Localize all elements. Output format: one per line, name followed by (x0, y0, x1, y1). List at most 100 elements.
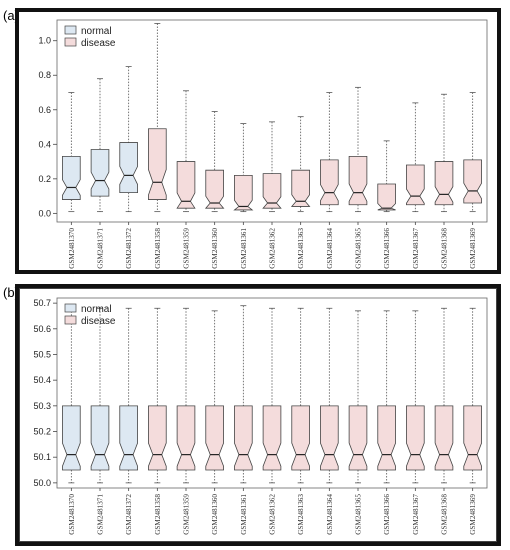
box-body (148, 128, 167, 200)
y-tick-label: 50.7 (33, 298, 51, 308)
box-body (205, 405, 224, 471)
boxplot-chart-b: 50.0 50.1 50.2 50.3 50.4 50.5 50.6 50.7 GSM24813… (33, 297, 488, 535)
box-GSM2481359 (176, 90, 196, 213)
box-GSM2481367 (406, 102, 425, 213)
box-GSM2481363 (291, 307, 310, 484)
y-tick-label: 50.6 (33, 324, 51, 334)
y-tick-label: 0.2 (38, 174, 51, 184)
legend-swatch-normal (64, 25, 77, 35)
box-GSM2481368 (434, 307, 454, 484)
box-body (204, 169, 225, 209)
panel-a-frame: 0.0 0.2 0.4 0.6 0.8 1.0 GSM2481370 GSM2481371 GS… (15, 8, 501, 274)
y-tick-label: 50.4 (33, 375, 51, 385)
y-tick-label: 50.5 (33, 349, 51, 359)
box-GSM2481368 (434, 93, 454, 213)
x-tick-label: GSM2481363 (297, 228, 305, 269)
box-GSM2481362 (262, 121, 282, 213)
box-GSM2481366 (377, 140, 396, 213)
box-body (90, 149, 110, 197)
x-tick-label: GSM2481365 (355, 494, 363, 535)
x-tick-label: GSM2481360 (211, 494, 219, 535)
box-GSM2481362 (262, 307, 282, 484)
box-body (290, 169, 311, 207)
x-tick-label: GSM2481365 (355, 228, 363, 269)
box-body (463, 405, 482, 471)
x-tick-label: GSM2481366 (383, 494, 391, 535)
box-body (320, 159, 339, 206)
y-tick-label: 50.1 (33, 452, 51, 462)
box-GSM2481363 (290, 116, 311, 213)
box-GSM2481361 (234, 305, 253, 484)
box-GSM2481364 (320, 92, 339, 213)
box-body (90, 405, 110, 471)
box-GSM2481370 (62, 307, 81, 484)
box-GSM2481360 (204, 111, 225, 213)
box-GSM2481359 (176, 307, 196, 484)
box-body (406, 405, 425, 471)
box-body (119, 405, 138, 471)
box-body (262, 405, 282, 471)
x-tick-label: GSM2481366 (383, 228, 391, 269)
y-tick-label: 1.0 (38, 36, 51, 46)
x-tick-label: GSM2481367 (412, 228, 420, 269)
box-GSM2481367 (406, 310, 425, 484)
box-body (233, 174, 254, 211)
box-GSM2481369 (463, 92, 482, 213)
boxplot-chart-a: 0.0 0.2 0.4 0.6 0.8 1.0 GSM2481370 GSM2481371 GS… (38, 19, 488, 269)
box-GSM2481365 (348, 86, 368, 213)
legend-label-normal: normal (81, 304, 112, 315)
x-tick-label: GSM2481361 (240, 494, 248, 535)
box-GSM2481371 (90, 78, 110, 213)
box-GSM2481364 (320, 307, 339, 484)
box-GSM2481372 (119, 307, 138, 484)
box-body (176, 161, 196, 209)
y-tick-label: 50.3 (33, 401, 51, 411)
x-tick-label: GSM2481359 (183, 494, 191, 535)
x-tick-label: GSM2481371 (97, 228, 105, 269)
box-body (62, 155, 81, 200)
box-body (348, 155, 368, 206)
box-body (406, 164, 425, 206)
box-body (434, 405, 454, 471)
x-tick-label: GSM2481362 (269, 494, 277, 535)
box-GSM2481365 (348, 310, 368, 484)
box-body (176, 405, 196, 471)
box-body (434, 161, 454, 206)
x-tick-label: GSM2481370 (68, 228, 76, 269)
x-tick-label: GSM2481358 (154, 494, 162, 535)
x-tick-label: GSM2481369 (469, 228, 477, 269)
panel-b-label: (b) (3, 285, 19, 300)
box-body (62, 405, 81, 471)
box-GSM2481370 (62, 92, 81, 213)
box-GSM2481360 (205, 310, 224, 484)
x-tick-label: GSM2481363 (297, 494, 305, 535)
panel-a-label: (a) (3, 8, 19, 23)
box-body (320, 405, 339, 471)
box-body (348, 405, 368, 471)
box-body (377, 405, 396, 471)
box-GSM2481371 (90, 307, 110, 484)
x-tick-label: GSM2481367 (412, 494, 420, 535)
y-tick-label: 50.0 (33, 478, 51, 488)
x-tick-label: GSM2481358 (154, 228, 162, 269)
legend-label-disease: disease (81, 316, 116, 327)
panel-b-frame: 50.0 50.1 50.2 50.3 50.4 50.5 50.6 50.7 GSM24813… (15, 284, 501, 546)
box-body (234, 405, 253, 471)
x-tick-label: GSM2481370 (68, 494, 76, 535)
y-tick-label: 0.4 (38, 139, 51, 149)
box-GSM2481369 (463, 307, 482, 484)
legend-swatch-disease (64, 315, 77, 325)
box-body (262, 173, 282, 209)
y-tick-label: 0.8 (38, 70, 51, 80)
x-tick-label: GSM2481372 (125, 494, 133, 535)
box-GSM2481366 (377, 310, 396, 484)
y-tick-label: 0.0 (38, 208, 51, 218)
x-tick-label: GSM2481361 (240, 228, 248, 269)
x-tick-label: GSM2481359 (183, 228, 191, 269)
box-GSM2481361 (233, 123, 254, 213)
x-tick-label: GSM2481364 (326, 228, 334, 269)
box-GSM2481358 (148, 23, 167, 213)
x-tick-label: GSM2481364 (326, 494, 334, 535)
